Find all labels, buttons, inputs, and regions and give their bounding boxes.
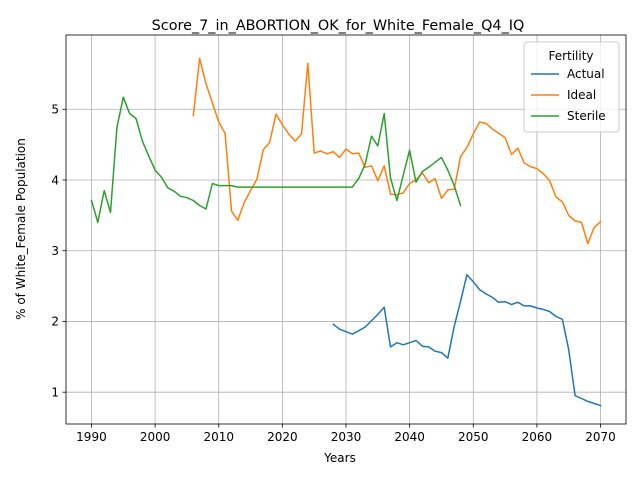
legend: Fertility Actual Ideal Sterile <box>523 41 620 133</box>
y-tick-label: 3 <box>51 244 59 258</box>
x-tick-label: 2000 <box>140 430 171 444</box>
x-tick-label: 1990 <box>76 430 107 444</box>
x-tick-label: 2030 <box>331 430 362 444</box>
y-axis-label: % of White_Female Population <box>14 138 28 320</box>
y-tick-label: 1 <box>51 385 59 399</box>
y-tick-label: 2 <box>51 315 59 329</box>
y-tick-label: 5 <box>51 103 59 117</box>
legend-items: Actual Ideal Sterile <box>531 67 606 123</box>
x-tick-label: 2060 <box>522 430 553 444</box>
chart-title: Score_7_in_ABORTION_OK_for_White_Female_… <box>152 18 525 34</box>
x-tick-label: 2020 <box>267 430 298 444</box>
x-tick-label: 2050 <box>458 430 489 444</box>
x-tick-label: 2070 <box>585 430 616 444</box>
legend-label-actual: Actual <box>567 67 605 81</box>
axis-ticks: 1990 2000 2010 2020 2030 2040 2050 2060 2070 1 2 3 4… <box>51 103 615 444</box>
x-axis-label: Years <box>323 451 356 465</box>
legend-label-ideal: Ideal <box>567 88 596 102</box>
series-line-actual <box>332 274 602 407</box>
legend-label-sterile: Sterile <box>567 109 606 123</box>
x-tick-label: 2040 <box>394 430 425 444</box>
y-tick-label: 4 <box>51 173 59 187</box>
legend-title: Fertility <box>548 49 593 63</box>
series-line-ideal <box>192 57 602 245</box>
legend-box <box>523 41 620 133</box>
series-lines <box>90 57 602 407</box>
x-tick-label: 2010 <box>203 430 234 444</box>
series-line-sterile <box>90 96 462 224</box>
